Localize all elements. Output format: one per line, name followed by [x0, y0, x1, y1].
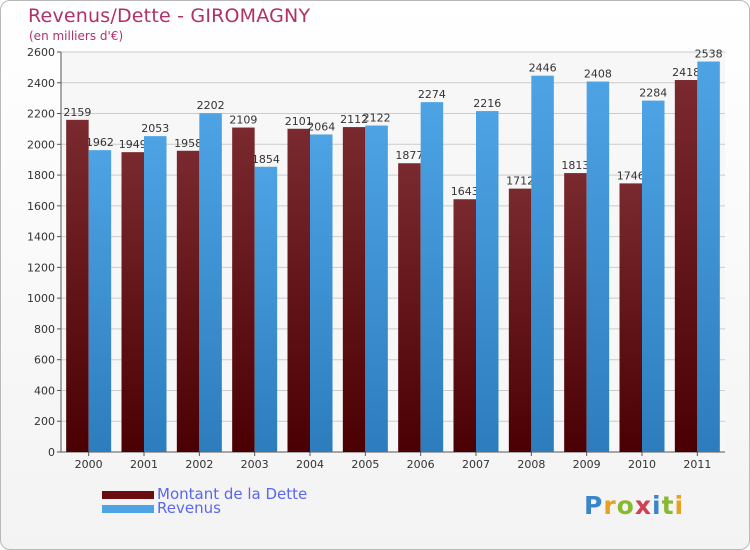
y-tick-label: 2200	[27, 108, 55, 121]
y-tick-label: 2400	[27, 77, 55, 90]
bar-revenus	[88, 150, 112, 452]
bar-dette	[564, 173, 587, 453]
svg-text:Proxiti: Proxiti	[584, 491, 684, 520]
bar-dette	[287, 128, 310, 452]
bar-dette	[66, 119, 89, 452]
bar-revenus	[642, 100, 665, 452]
bar-dette	[453, 199, 476, 452]
x-tick-label: 2001	[130, 458, 158, 471]
y-tick-label: 2600	[27, 46, 55, 59]
x-tick-label: 2006	[407, 458, 435, 471]
x-tick-label: 2002	[185, 458, 213, 471]
x-tick-label: 2000	[75, 458, 103, 471]
bar-label-dette: 1813	[561, 159, 589, 172]
y-tick-label: 1000	[27, 292, 55, 305]
bar-label-dette: 1949	[119, 138, 147, 151]
x-tick-label: 2005	[351, 458, 379, 471]
x-tick-label: 2009	[573, 458, 601, 471]
bar-label-dette: 1643	[451, 185, 479, 198]
bar-label-dette: 1958	[174, 137, 202, 150]
bar-revenus	[310, 134, 333, 452]
bar-label-revenus: 2064	[307, 120, 335, 133]
bar-revenus	[420, 102, 444, 453]
x-tick-label: 2007	[462, 458, 490, 471]
bar-label-dette: 1877	[395, 149, 423, 162]
y-tick-label: 1800	[27, 169, 55, 182]
legend-label-dette: Montant de la Dette	[157, 485, 308, 503]
bar-dette	[674, 80, 698, 452]
legend-label-revenus: Revenus	[157, 499, 221, 517]
bar-label-dette: 2418	[672, 66, 700, 79]
y-tick-label: 200	[34, 415, 55, 428]
y-tick-label: 1600	[27, 200, 55, 213]
bar-label-revenus: 2538	[695, 48, 723, 61]
y-tick-label: 1400	[27, 231, 55, 244]
bar-revenus	[254, 166, 278, 452]
bar-dette	[619, 183, 642, 452]
bar-revenus	[586, 81, 610, 453]
bar-label-dette: 1746	[617, 169, 645, 182]
x-tick-label: 2011	[683, 458, 711, 471]
bar-label-revenus: 2274	[418, 88, 446, 101]
bar-label-revenus: 2202	[197, 99, 225, 112]
bar-revenus	[365, 125, 388, 453]
y-tick-label: 600	[34, 354, 55, 367]
bar-label-dette: 2112	[340, 113, 368, 126]
x-tick-label: 2008	[517, 458, 545, 471]
legend-swatch-revenus	[102, 505, 154, 513]
bar-dette	[342, 127, 366, 453]
bar-label-revenus: 1854	[252, 153, 280, 166]
bar-label-dette: 1712	[506, 175, 534, 188]
bar-label-dette: 2109	[229, 114, 257, 127]
chart-subtitle: (en milliers d'€)	[29, 29, 124, 43]
bar-dette	[232, 127, 255, 453]
bar-label-dette: 2101	[285, 115, 313, 128]
bar-label-revenus: 2446	[529, 62, 557, 75]
bar-revenus	[697, 61, 720, 453]
y-tick-label: 800	[34, 323, 55, 336]
bar-label-revenus: 1962	[86, 136, 114, 149]
bar-dette	[398, 163, 421, 452]
x-tick-label: 2010	[628, 458, 656, 471]
y-tick-label: 0	[48, 446, 55, 459]
proxiti-logo: Proxiti	[584, 491, 684, 520]
bar-label-dette: 2159	[63, 106, 91, 119]
bar-revenus	[144, 136, 167, 452]
chart-title: Revenus/Dette - GIROMAGNY	[28, 5, 311, 27]
bar-label-revenus: 2216	[473, 97, 501, 110]
x-tick-label: 2003	[241, 458, 269, 471]
bar-dette	[121, 152, 144, 452]
bar-revenus	[531, 75, 554, 452]
bar-dette	[508, 188, 532, 452]
y-tick-label: 2000	[27, 138, 55, 151]
bar-revenus	[199, 113, 222, 452]
bar-label-revenus: 2284	[639, 87, 667, 100]
bar-label-revenus: 2053	[141, 122, 169, 135]
bar-label-revenus: 2408	[584, 68, 612, 81]
x-tick-label: 2004	[296, 458, 324, 471]
y-tick-label: 400	[34, 384, 55, 397]
legend-swatch-dette	[102, 491, 154, 499]
bar-dette	[176, 150, 200, 452]
plot-area	[61, 52, 725, 452]
bar-label-revenus: 2122	[363, 112, 391, 125]
bar-revenus	[476, 111, 499, 453]
y-tick-label: 1200	[27, 261, 55, 274]
